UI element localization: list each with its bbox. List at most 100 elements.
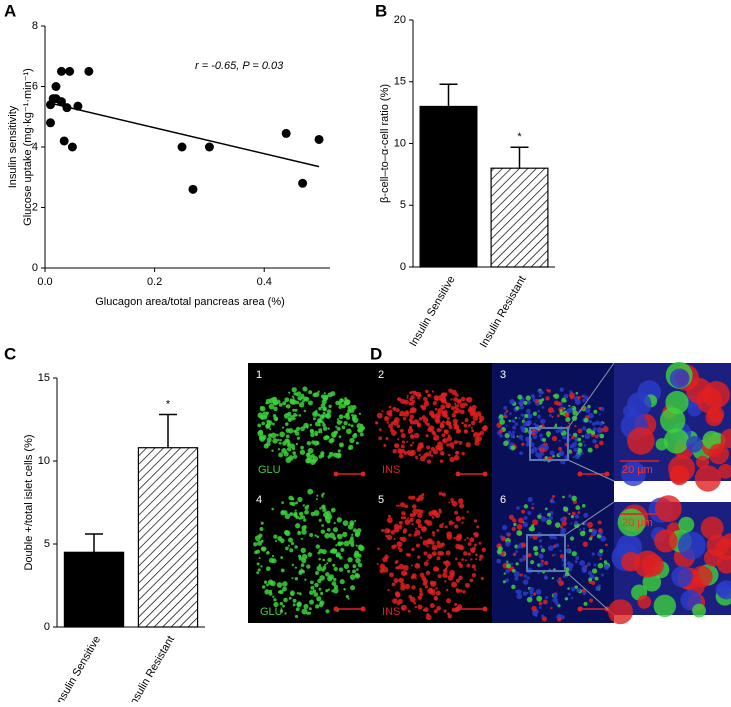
y-tick-label: 5 xyxy=(44,538,50,550)
cell xyxy=(527,496,533,503)
cell xyxy=(542,599,548,605)
cell xyxy=(471,408,477,414)
cell xyxy=(550,499,553,503)
cell xyxy=(379,568,385,574)
cell xyxy=(482,425,488,431)
cell xyxy=(538,606,542,609)
cell xyxy=(298,592,302,596)
cell xyxy=(547,545,554,551)
cell xyxy=(431,551,437,557)
cell xyxy=(503,405,508,410)
cell xyxy=(444,580,447,583)
cell xyxy=(292,408,296,412)
cell xyxy=(521,509,526,514)
cell xyxy=(360,425,365,431)
cell xyxy=(318,557,321,561)
cell xyxy=(581,435,584,438)
cell xyxy=(278,403,283,407)
x-axis-label: Glucagon area/total pancreas area (%) xyxy=(95,296,285,308)
scale-end xyxy=(482,471,488,477)
cell xyxy=(265,566,271,572)
cell xyxy=(467,552,471,556)
cell xyxy=(352,564,357,569)
cell xyxy=(447,612,451,616)
cell xyxy=(314,582,319,588)
zoom-line xyxy=(567,459,615,482)
cell xyxy=(444,567,448,570)
cell xyxy=(439,450,445,456)
cell xyxy=(669,368,690,389)
cell xyxy=(312,392,317,398)
cell xyxy=(537,414,542,419)
cell xyxy=(404,583,410,590)
cell xyxy=(454,524,459,529)
cell xyxy=(445,588,449,592)
cell xyxy=(570,586,576,592)
cell xyxy=(388,423,393,429)
cell xyxy=(521,428,526,433)
cell xyxy=(417,442,424,449)
annotation: r = -0.65, P = 0.03 xyxy=(195,60,284,72)
cell xyxy=(330,548,337,554)
cell xyxy=(462,590,466,594)
cell xyxy=(288,455,294,461)
cell xyxy=(310,432,315,438)
cell xyxy=(427,553,433,559)
scale-end xyxy=(577,471,583,477)
cell xyxy=(620,461,646,487)
cell xyxy=(512,425,517,430)
cell xyxy=(560,517,565,523)
panel-number: 1 xyxy=(256,369,262,381)
cell xyxy=(552,410,556,413)
cell xyxy=(347,523,354,530)
cell xyxy=(722,533,731,548)
cell xyxy=(415,518,422,525)
cell xyxy=(589,598,594,603)
cell xyxy=(263,443,269,449)
cell xyxy=(442,439,445,442)
cell xyxy=(415,527,418,530)
cell xyxy=(318,587,322,591)
cell xyxy=(408,595,413,599)
cell xyxy=(422,539,429,546)
cell xyxy=(298,414,302,417)
cell xyxy=(305,457,311,464)
cell xyxy=(475,411,482,417)
cell xyxy=(406,394,409,397)
cell xyxy=(558,439,561,442)
cell xyxy=(455,578,460,583)
cell xyxy=(347,569,351,573)
panel-number: 5 xyxy=(378,494,384,506)
cell xyxy=(426,445,431,450)
cell xyxy=(560,527,567,534)
cell xyxy=(471,573,477,578)
cell xyxy=(273,402,276,406)
cell xyxy=(332,563,336,567)
y-tick-label: 2 xyxy=(32,201,38,213)
cell xyxy=(465,442,471,448)
cell xyxy=(496,558,502,564)
cell xyxy=(397,397,402,402)
cell xyxy=(599,557,603,560)
cell xyxy=(637,595,652,609)
cell xyxy=(447,434,451,438)
cell xyxy=(352,528,358,533)
cell xyxy=(538,553,544,559)
cell xyxy=(411,547,415,552)
cell xyxy=(419,455,426,462)
cell xyxy=(322,565,327,570)
cell xyxy=(503,440,509,447)
cell xyxy=(564,597,569,601)
cell xyxy=(266,583,269,587)
cell xyxy=(439,459,444,463)
cell xyxy=(320,529,326,534)
cell xyxy=(349,585,356,591)
cell xyxy=(498,414,504,420)
cell xyxy=(256,571,260,575)
cell xyxy=(315,441,320,445)
cell xyxy=(279,538,285,544)
cell xyxy=(380,528,385,533)
cell xyxy=(568,392,575,399)
cell xyxy=(511,419,515,423)
cell xyxy=(466,396,473,403)
